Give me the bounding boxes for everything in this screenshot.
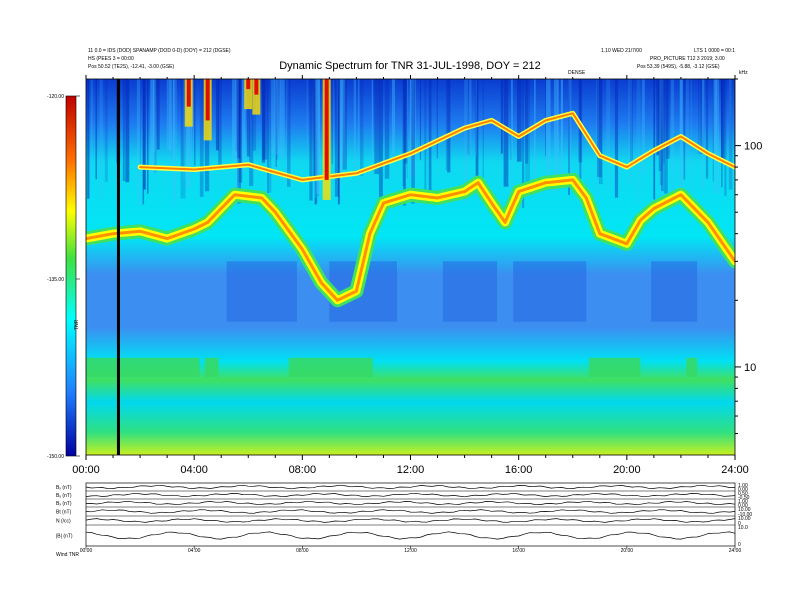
header-left-line-3: Pos 50.52 (TE2S), -12.41, -3.00 (GSE) — [88, 64, 174, 70]
colorbar-tick-label: -135.00 — [47, 277, 64, 283]
panel-trace — [85, 492, 736, 498]
header-right-line-3: PRO_PICTURE T12 3 2019; 3.00 — [650, 56, 725, 62]
burst-core — [324, 79, 329, 180]
panel-label: Bₓ (nT) — [56, 485, 72, 491]
panel-scale-top: 10.00 — [738, 507, 751, 513]
panel-scale-bottom: -0.50 — [738, 495, 750, 501]
y-unit-label: kHz — [739, 70, 748, 76]
burst-core — [246, 79, 251, 90]
colorbar — [65, 95, 77, 457]
colorbar-tick-label: -150.00 — [47, 454, 64, 460]
chart-title: Dynamic Spectrum for TNR 31-JUL-1998, DO… — [279, 60, 541, 72]
header-right-line-2: LTS 1 0000 = 00:1 — [694, 48, 735, 54]
panel-label: |B| (nT) — [56, 534, 73, 540]
panel-label: N (/cc) — [56, 519, 71, 525]
burst-core — [186, 79, 191, 107]
colorbar-label: TNR — [74, 319, 80, 330]
harmonic-line-core — [139, 112, 735, 181]
panel-label: Bt (nT) — [56, 510, 72, 516]
panel-scale-bottom: 0.00 — [738, 503, 748, 509]
panels-frame — [85, 482, 736, 547]
burst-band — [244, 79, 253, 110]
bottom-x-tick-label: 08:00 — [296, 548, 309, 554]
x-tick-label: 04:00 — [180, 464, 208, 476]
panel-scale-top: 1.00 — [738, 499, 748, 505]
panel-scale-top: 10.0 — [738, 525, 748, 531]
panel-scale-bottom: -10.00 — [738, 512, 752, 518]
bottom-x-tick-label: 16:00 — [512, 548, 525, 554]
panel-trace — [85, 500, 736, 506]
burst-core — [205, 79, 210, 121]
plasma-line-core — [86, 178, 735, 302]
colorbar-tick-label: -120.00 — [47, 94, 64, 100]
header-left-line-1: 11 0.0 = IDS (DOD) SPANAMP (DOD 0-D) (DO… — [88, 48, 231, 54]
bottom-x-tick-label: 24:00 — [729, 548, 742, 554]
y-tick-label: 100 — [744, 141, 762, 153]
y-tick-label: 10 — [744, 362, 756, 374]
header-right-line-1: 1.10 WED 21/7/00 — [601, 48, 642, 54]
x-tick-label: 00:00 — [72, 464, 100, 476]
panel-scale-top: 10.00 — [738, 516, 751, 522]
burst-core — [254, 79, 259, 95]
bottom-left-label: Wind TNR — [56, 552, 79, 558]
spectrogram — [86, 79, 735, 455]
x-tick-label: 12:00 — [397, 464, 425, 476]
y-axis: 100 10 — [735, 78, 762, 435]
panel-scale-bottom: 0 — [738, 521, 741, 527]
header-right-line-4: Pos 53.39 (549S), -5.88, -3.12 (GSE) — [637, 64, 720, 70]
panel-label: Bᵧ (nT) — [56, 493, 72, 499]
panel-trace — [85, 509, 736, 514]
panel-label: Bₓ (nT) — [56, 501, 72, 507]
panel-scale-bottom: 0 — [738, 542, 741, 548]
x-axis: 00:00 04:00 08:00 12:00 16:00 20:00 24:00 — [72, 75, 749, 476]
bottom-x-tick-label: 20:00 — [621, 548, 634, 554]
x-tick-label: 16:00 — [505, 464, 533, 476]
bottom-x-tick-label: 00:00 — [80, 548, 93, 554]
bottom-x-tick-label: 12:00 — [404, 548, 417, 554]
header-left-line-2: HS (PEES 3 = 00:00 — [88, 56, 134, 62]
burst-band — [252, 79, 261, 115]
x-tick-label: 20:00 — [613, 464, 641, 476]
x-tick-label: 24:00 — [721, 464, 749, 476]
panel-trace — [85, 531, 736, 540]
header-mid-label: DENSE — [568, 70, 586, 76]
panel-scale-top: 1.00 — [738, 483, 748, 489]
panel-trace — [85, 484, 735, 490]
x-tick-label: 08:00 — [289, 464, 317, 476]
colorbar-ticks: -120.00 -135.00 -150.00 — [47, 94, 80, 460]
panel-scale-bottom: 0.00 — [738, 487, 748, 493]
panel-scale-top: 0.50 — [738, 491, 748, 497]
panel-trace — [85, 518, 736, 523]
bottom-x-tick-label: 04:00 — [188, 548, 201, 554]
